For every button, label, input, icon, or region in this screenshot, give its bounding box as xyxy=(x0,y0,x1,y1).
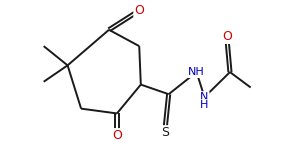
Text: O: O xyxy=(112,129,122,142)
Text: O: O xyxy=(222,30,232,43)
Text: H: H xyxy=(200,100,209,110)
Text: O: O xyxy=(134,4,144,17)
Text: NH: NH xyxy=(188,67,205,77)
Text: S: S xyxy=(161,126,169,139)
Text: N: N xyxy=(200,92,209,102)
